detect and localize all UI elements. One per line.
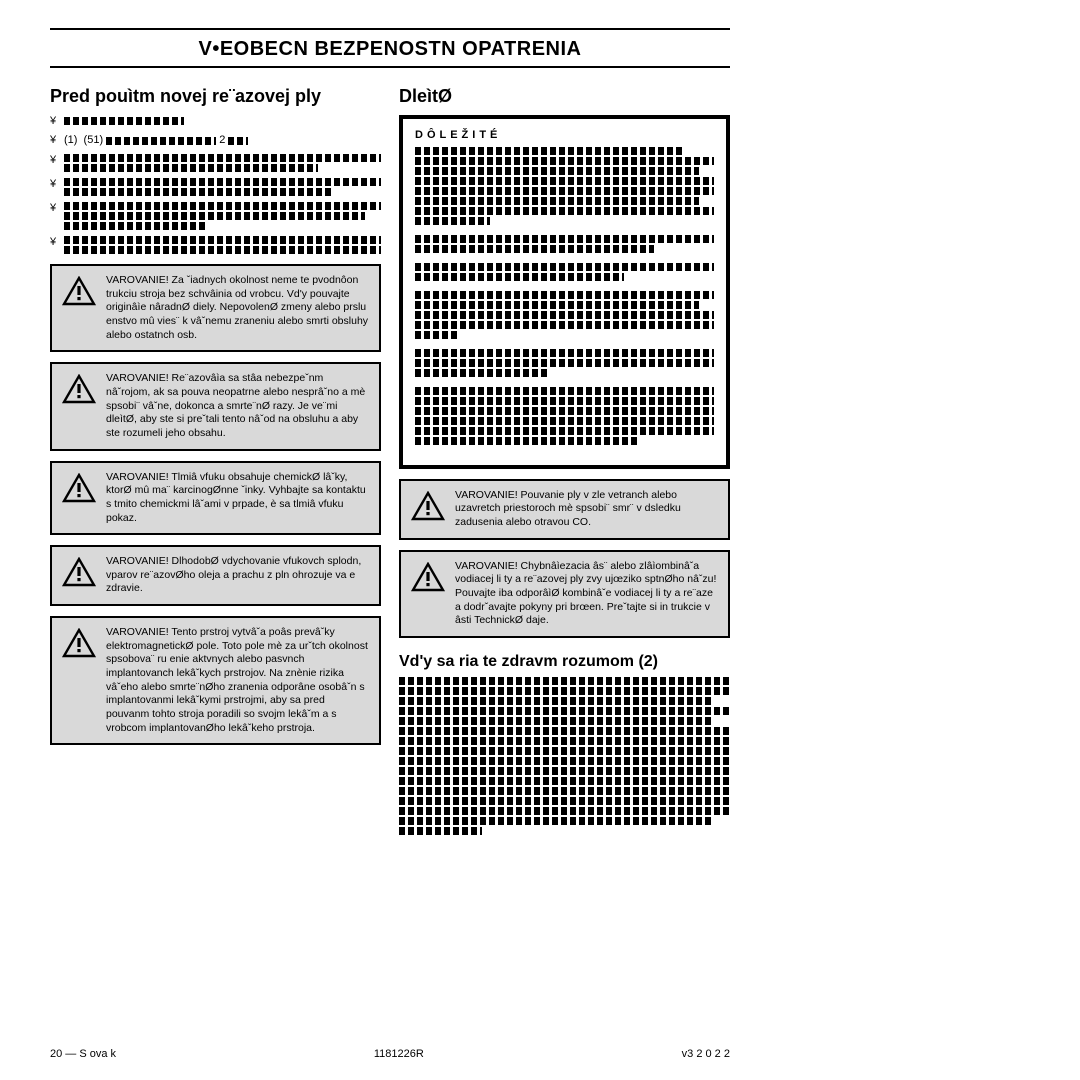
warning-box: VAROVANIE! Tento prstroj vytvâˇa poâs pr… xyxy=(50,616,381,745)
redacted-paragraph xyxy=(415,147,714,225)
page-title: V•EOBECN BEZPENOSTN OPATRENIA xyxy=(50,38,730,61)
redacted-paragraph xyxy=(415,291,714,339)
warning-text: VAROVANIE! Pouvanie ply v zle vetranch a… xyxy=(455,489,718,530)
warning-box: VAROVANIE! Tlmiâ vfuku obsahuje chemickØ… xyxy=(50,461,381,536)
two-column-layout: Pred pouìtm novej re¨azovej ply (1) (51)… xyxy=(50,80,730,845)
warning-icon xyxy=(62,276,96,306)
warning-icon xyxy=(411,562,445,592)
column-right: DleìtØ DÔLEŽITÉ xyxy=(399,80,730,845)
bullet-item xyxy=(64,154,381,172)
warning-box: VAROVANIE! Pouvanie ply v zle vetranch a… xyxy=(399,479,730,540)
rule-under-title xyxy=(50,66,730,68)
redacted-paragraph xyxy=(415,235,714,253)
redacted-paragraph xyxy=(415,349,714,377)
redacted-paragraph xyxy=(399,677,730,835)
warning-icon xyxy=(62,557,96,587)
footer-left: 20 — S ova k xyxy=(50,1048,116,1060)
important-label: DÔLEŽITÉ xyxy=(415,129,714,141)
bullet-item xyxy=(64,236,381,254)
warning-text: VAROVANIE! Za ˇiadnych okolnost neme te … xyxy=(106,274,369,342)
bullet-item xyxy=(64,178,381,196)
left-heading: Pred pouìtm novej re¨azovej ply xyxy=(50,86,381,107)
warning-icon xyxy=(62,374,96,404)
warning-text: VAROVANIE! DlhodobØ vdychovanie vfukovch… xyxy=(106,555,369,596)
bullet-item xyxy=(64,115,381,129)
footer-center: 1181226R xyxy=(374,1048,424,1060)
page-footer: 20 — S ova k 1181226R v3 2 0 2 2 xyxy=(50,1048,730,1060)
bullet-item xyxy=(64,202,381,230)
important-box: DÔLEŽITÉ xyxy=(399,115,730,469)
warning-text: VAROVANIE! Tento prstroj vytvâˇa poâs pr… xyxy=(106,626,369,735)
redacted-paragraph xyxy=(415,387,714,445)
warning-icon xyxy=(62,628,96,658)
right-subheading: Vd'y sa ria te zdravm rozumom (2) xyxy=(399,652,730,671)
redacted-paragraph xyxy=(415,263,714,281)
footer-right: v3 2 0 2 2 xyxy=(682,1048,730,1060)
column-left: Pred pouìtm novej re¨azovej ply (1) (51)… xyxy=(50,80,381,845)
warning-box: VAROVANIE! Chybnâìezacia âs¨ alebo zlâìo… xyxy=(399,550,730,638)
warning-text: VAROVANIE! Tlmiâ vfuku obsahuje chemickØ… xyxy=(106,471,369,526)
warning-text: VAROVANIE! Re¨azovâìa sa stâa nebezpeˇnm… xyxy=(106,372,369,440)
warning-box: VAROVANIE! Re¨azovâìa sa stâa nebezpeˇnm… xyxy=(50,362,381,450)
left-bullet-list: (1) (51) 2 xyxy=(50,115,381,255)
rule-top xyxy=(50,28,730,30)
warning-box: VAROVANIE! DlhodobØ vdychovanie vfukovch… xyxy=(50,545,381,606)
warning-text: VAROVANIE! Chybnâìezacia âs¨ alebo zlâìo… xyxy=(455,560,718,628)
right-heading: DleìtØ xyxy=(399,86,730,107)
bullet-item: (1) (51) 2 xyxy=(64,134,381,148)
warning-icon xyxy=(411,491,445,521)
warning-box: VAROVANIE! Za ˇiadnych okolnost neme te … xyxy=(50,264,381,352)
warning-icon xyxy=(62,473,96,503)
